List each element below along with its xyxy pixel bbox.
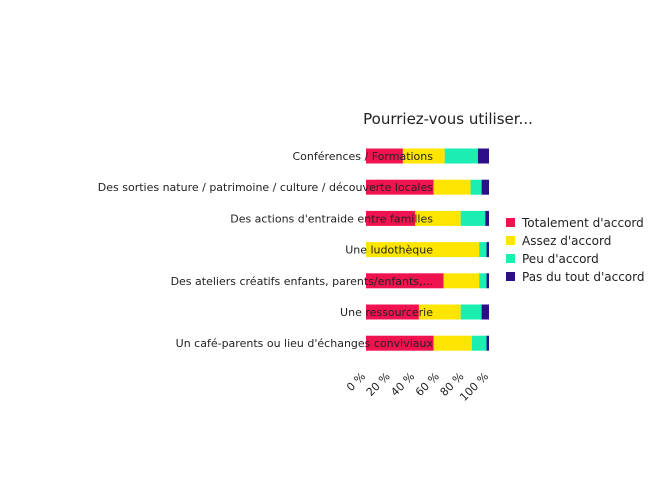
bar-segment-4-series-3 <box>479 242 487 258</box>
x-tick-label-4: 60 % <box>413 370 442 399</box>
bar-segment-7-series-3 <box>471 335 487 351</box>
bar-segment-1-series-4 <box>477 148 489 164</box>
category-label-1: Conférences / Formations <box>292 150 433 163</box>
category-label-6: Une ressourcerie <box>340 306 433 319</box>
bar-segment-6-series-4 <box>481 304 489 320</box>
category-label-3: Des actions d'entraide entre familles <box>230 212 433 225</box>
bar-segment-6-series-2 <box>418 304 461 320</box>
bar-segment-7-series-1 <box>366 335 434 351</box>
bar-segment-7-series-2 <box>433 335 472 351</box>
legend-label-3: Peu d'accord <box>522 252 599 266</box>
bar-segment-3-series-1 <box>366 210 416 226</box>
bar-segment-1-series-1 <box>366 148 403 164</box>
legend-swatch-4 <box>506 272 515 281</box>
x-axis-ticks-group: 0 %20 %40 %60 %80 %100 % <box>344 370 491 404</box>
category-labels-group: Conférences / Formations Des sorties natu… <box>98 150 434 350</box>
bar-segment-2-series-4 <box>481 179 489 195</box>
legend-label-4: Pas du tout d'accord <box>522 270 644 284</box>
bar-segment-4-series-2 <box>366 242 480 258</box>
bar-segment-6-series-1 <box>366 304 419 320</box>
category-label-4: Une ludothèque <box>345 244 433 257</box>
category-label-7: Un café-parents ou lieu d'échanges convi… <box>176 337 434 350</box>
legend: Totalement d'accord Assez d'accord Peu d'a… <box>506 216 644 284</box>
x-tick-label-3: 40 % <box>388 370 417 399</box>
bar-segment-3-series-4 <box>485 210 489 226</box>
bar-segment-5-series-1 <box>366 273 444 289</box>
bar-segment-5-series-3 <box>479 273 487 289</box>
bar-segment-1-series-3 <box>444 148 478 164</box>
bar-segment-3-series-3 <box>460 210 486 226</box>
bar-segment-4-series-4 <box>486 242 489 258</box>
bar-segment-3-series-2 <box>415 210 461 226</box>
bar-segment-7-series-4 <box>486 335 489 351</box>
chart-title: Pourriez-vous utiliser... <box>363 110 533 128</box>
category-label-5: Des ateliers créatifs enfants, parents/e… <box>171 275 433 288</box>
bar-segment-5-series-4 <box>486 273 489 289</box>
bar-segment-2-series-3 <box>470 179 482 195</box>
x-tick-label-2: 20 % <box>364 370 393 399</box>
legend-swatch-2 <box>506 236 515 245</box>
legend-swatch-3 <box>506 254 515 263</box>
bars-group <box>366 148 489 351</box>
legend-label-1: Totalement d'accord <box>521 216 644 230</box>
category-label-2: Des sorties nature / patrimoine / cultur… <box>98 181 433 194</box>
legend-label-2: Assez d'accord <box>522 234 611 248</box>
legend-swatch-1 <box>506 218 515 227</box>
bar-segment-2-series-2 <box>433 179 471 195</box>
bar-segment-1-series-2 <box>402 148 445 164</box>
bar-segment-2-series-1 <box>366 179 434 195</box>
bar-segment-5-series-2 <box>443 273 480 289</box>
bar-segment-6-series-3 <box>460 304 482 320</box>
